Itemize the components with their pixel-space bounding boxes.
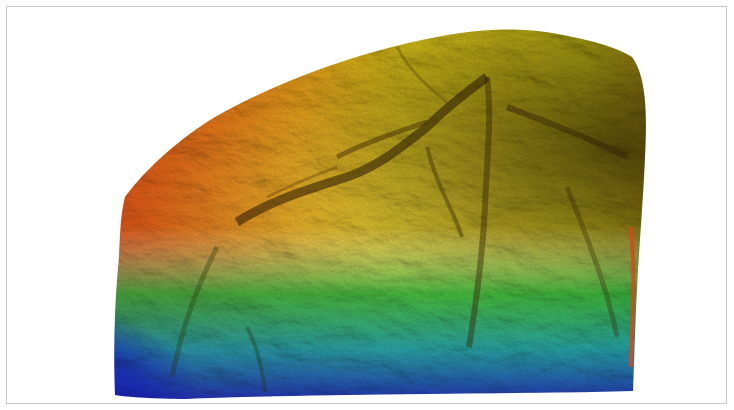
terrain-layer xyxy=(114,29,646,400)
map-frame xyxy=(6,6,727,404)
elevation-map[interactable] xyxy=(7,7,728,405)
